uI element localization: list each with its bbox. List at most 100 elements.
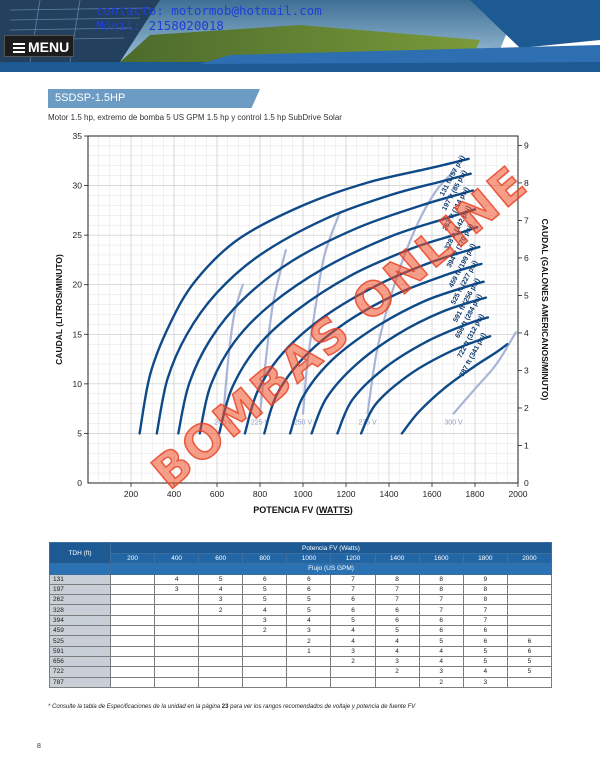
y2-tick-label: 4 <box>524 328 529 338</box>
footnote: * Consulte la tabla de Especificaciones … <box>48 704 415 710</box>
tdh-cell: 328 <box>49 604 111 616</box>
x-tick-label: 600 <box>210 489 224 499</box>
table-row: 722 2 3 4 5 <box>49 666 553 678</box>
x-tick-label: 400 <box>167 489 181 499</box>
flow-header: Flujo (US GPM) <box>110 563 552 575</box>
flow-cell <box>286 666 332 678</box>
flow-cell: 7 <box>330 583 376 596</box>
flow-cell: 8 <box>462 594 508 606</box>
power-col-header: 200 <box>109 552 156 565</box>
contact-email[interactable]: contacto: motormob@hotmail.com <box>96 3 322 18</box>
flow-cell: 2 <box>330 655 376 668</box>
menu-label: MENU <box>28 39 70 55</box>
flow-cell: 6 <box>242 573 288 585</box>
flow-cell <box>109 594 156 606</box>
flow-cell: 7 <box>374 594 420 606</box>
flow-cell <box>109 655 156 668</box>
tdh-cell: 591 <box>49 645 111 657</box>
table-row: 394 3 4 5 6 6 7 <box>49 614 553 627</box>
x-tick-label: 200 <box>124 489 138 499</box>
flow-cell <box>109 645 156 657</box>
x-tick-label: 1400 <box>380 489 399 499</box>
flow-cell <box>286 655 332 668</box>
flow-cell: 2 <box>286 635 332 647</box>
flow-cell <box>506 594 553 606</box>
menu-button[interactable]: MENU <box>4 35 74 57</box>
flow-cell: 7 <box>374 583 420 596</box>
flow-cell <box>154 635 200 647</box>
flow-cell: 7 <box>462 604 508 616</box>
tdh-cell: 656 <box>49 655 111 668</box>
y-axis-label: CAUDAL (LITROS/MINUTO) <box>54 254 64 365</box>
flow-cell: 4 <box>374 645 420 657</box>
y2-tick-label: 0 <box>524 478 529 488</box>
voltage-label: 250 V <box>294 420 313 427</box>
table-row: 262 3 5 5 6 7 7 8 <box>49 594 553 606</box>
y2-tick-label: 7 <box>524 215 529 225</box>
flow-cell: 6 <box>418 625 464 637</box>
flow-cell <box>242 645 288 657</box>
section-title: 5SDSP-1.5HP <box>48 89 260 108</box>
flow-cell <box>109 666 156 678</box>
flow-cell: 2 <box>242 625 288 637</box>
flow-cell <box>154 666 200 678</box>
flow-cell: 5 <box>330 614 376 627</box>
flow-cell: 4 <box>330 625 376 637</box>
table-row: 591 1 3 4 4 5 6 <box>49 645 553 657</box>
flow-cell <box>506 604 553 616</box>
flow-cell: 6 <box>462 635 508 647</box>
flow-cell <box>506 583 553 596</box>
flow-cell: 4 <box>418 655 464 668</box>
flow-cell: 4 <box>198 583 244 596</box>
performance-table: TDH (ft) Potencia FV (Watts) 200 400 600 800… <box>49 541 553 688</box>
footnote-page[interactable]: 23 <box>221 704 229 710</box>
table-row: 131 4 5 6 6 7 8 8 9 <box>49 573 553 585</box>
flow-cell <box>154 594 200 606</box>
flow-cell: 4 <box>154 573 200 585</box>
flow-cell <box>330 676 376 688</box>
flow-cell <box>198 635 244 647</box>
y2-axis-label: CAUDAL (GALONES AMERICANOS/MINUTO) <box>540 219 550 401</box>
head-curve <box>177 189 475 435</box>
flow-cell: 5 <box>418 635 464 647</box>
flow-cell: 3 <box>374 655 420 668</box>
y-tick-label: 20 <box>73 280 83 290</box>
flow-cell <box>506 625 553 637</box>
head-curve <box>359 335 492 435</box>
flow-cell: 5 <box>242 594 288 606</box>
head-curve <box>310 296 487 435</box>
head-curve <box>243 245 481 435</box>
power-col-header: 1400 <box>374 552 420 565</box>
flow-cell <box>506 676 553 688</box>
footnote-post: para ver los rangos recomendados de volt… <box>228 704 416 710</box>
y-tick-label: 35 <box>73 131 83 141</box>
y2-tick-label: 6 <box>524 253 529 263</box>
x-tick-label: 1800 <box>466 489 485 499</box>
power-col-header: 2000 <box>506 552 553 565</box>
flow-cell: 3 <box>154 583 200 596</box>
flow-cell <box>109 625 156 637</box>
head-curve <box>218 226 479 435</box>
contact-phone[interactable]: Móvil: 2158020018 <box>96 18 224 33</box>
flow-cell: 6 <box>330 604 376 616</box>
x-tick-label: 800 <box>253 489 267 499</box>
flow-cell <box>198 655 244 668</box>
flow-cell <box>154 645 200 657</box>
x-tick-label: 1600 <box>423 489 442 499</box>
flow-cell <box>374 676 420 688</box>
power-col-header: 1800 <box>462 552 508 565</box>
flow-cell <box>242 635 288 647</box>
flow-cell: 5 <box>506 655 553 668</box>
flow-cell: 5 <box>286 604 332 616</box>
tdh-cell: 197 <box>49 583 111 596</box>
flow-cell <box>109 583 156 596</box>
tdh-cell: 394 <box>49 614 111 627</box>
flow-cell: 4 <box>286 614 332 627</box>
flow-cell: 8 <box>418 583 464 596</box>
flow-cell: 3 <box>418 666 464 678</box>
flow-cell: 8 <box>418 573 464 585</box>
flow-cell <box>198 645 244 657</box>
power-col-header: 1000 <box>286 552 332 565</box>
head-curve <box>288 280 485 435</box>
y-tick-label: 30 <box>73 181 83 191</box>
